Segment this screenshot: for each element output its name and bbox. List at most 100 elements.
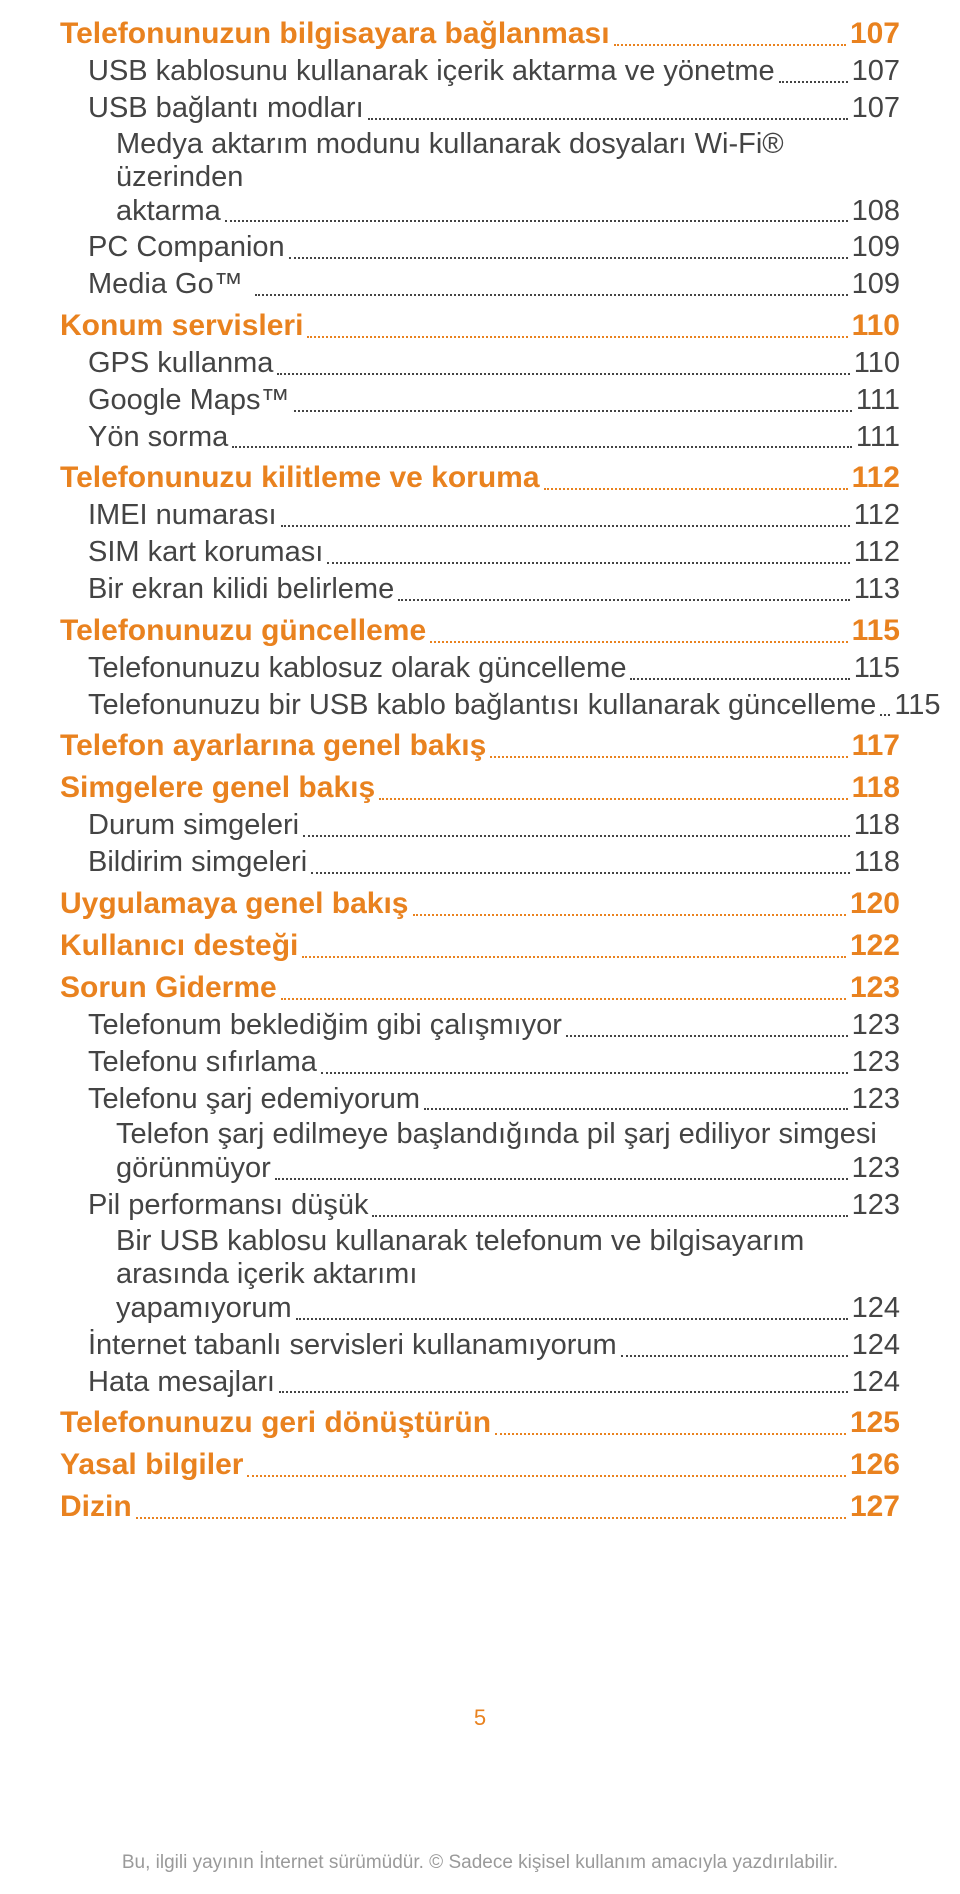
toc-entry-page: 123 <box>850 970 900 1006</box>
toc-entry-page: 115 <box>854 651 900 686</box>
toc-entry-label: Konum servisleri <box>60 308 303 344</box>
toc-sub-row: Telefonu şarj edemiyorum123 <box>60 1082 900 1117</box>
toc-entry-label: Bir ekran kilidi belirleme <box>88 572 394 607</box>
toc-sub-row: Yön sorma 111 <box>60 420 900 455</box>
toc-entry-page: 107 <box>852 54 900 89</box>
toc-entry-label: Simgelere genel bakış <box>60 770 375 806</box>
toc-leader-dots <box>379 798 847 800</box>
toc-leader-dots <box>279 1391 848 1393</box>
toc-entry-label-line2: görünmüyor123 <box>88 1151 900 1186</box>
toc-heading-row: Simgelere genel bakış118 <box>60 770 900 806</box>
toc-sub-row: Bir ekran kilidi belirleme113 <box>60 572 900 607</box>
toc-leader-dots <box>294 410 852 412</box>
toc-leader-dots <box>398 599 850 601</box>
toc-leader-dots <box>495 1433 846 1435</box>
toc-entry-label: Durum simgeleri <box>88 808 299 843</box>
toc-leader-dots <box>779 81 848 83</box>
toc-leader-dots <box>413 914 846 916</box>
toc-heading-row: Telefonunuzu geri dönüştürün125 <box>60 1405 900 1441</box>
toc-sub-row: Telefonu sıfırlama 123 <box>60 1045 900 1080</box>
toc-sub-row: USB bağlantı modları107 <box>60 91 900 126</box>
page-number: 5 <box>60 1705 900 1731</box>
toc-leader-dots <box>424 1108 848 1110</box>
toc-sub-row: Google Maps™111 <box>60 383 900 418</box>
toc-entry-label: Telefonunuzu kilitleme ve koruma <box>60 460 540 496</box>
toc-entry-page: 125 <box>850 1405 900 1441</box>
toc-entry-label-line1: Telefon şarj edilmeye başlandığında pil … <box>88 1118 900 1151</box>
table-of-contents: Telefonunuzun bilgisayara bağlanması107U… <box>60 0 900 1525</box>
toc-leader-dots <box>281 525 850 527</box>
toc-entry-label: Telefonum beklediğim gibi çalışmıyor <box>88 1008 562 1043</box>
toc-entry-page: 120 <box>850 886 900 922</box>
toc-leader-dots <box>614 44 846 46</box>
toc-entry-label: Telefonu şarj edemiyorum <box>88 1082 420 1117</box>
toc-sub-row: PC Companion109 <box>60 230 900 265</box>
toc-leader-dots <box>275 1178 848 1180</box>
toc-sub-row: Telefonunuzu bir USB kablo bağlantısı ku… <box>60 688 900 723</box>
toc-entry-label: İnternet tabanlı servisleri kullanamıyor… <box>88 1328 617 1363</box>
toc-entry-page: 111 <box>856 383 900 418</box>
toc-entry-page: 123 <box>852 1008 900 1043</box>
toc-heading-row: Konum servisleri110 <box>60 308 900 344</box>
toc-sub-row: Durum simgeleri 118 <box>60 808 900 843</box>
toc-leader-dots <box>296 1318 848 1320</box>
toc-leader-dots <box>321 1072 848 1074</box>
toc-sub-row: İnternet tabanlı servisleri kullanamıyor… <box>60 1328 900 1363</box>
toc-sub-row: USB kablosunu kullanarak içerik aktarma … <box>60 54 900 89</box>
toc-leader-dots <box>247 1475 846 1477</box>
toc-entry-page: 118 <box>854 845 900 880</box>
toc-entry-label: Telefon ayarlarına genel bakış <box>60 728 486 764</box>
toc-sub-row: Hata mesajları 124 <box>60 1365 900 1400</box>
toc-leader-dots <box>630 678 849 680</box>
toc-entry-label: Telefonunuzu güncelleme <box>60 613 426 649</box>
toc-entry-label-line1: Bir USB kablosu kullanarak telefonum ve … <box>88 1225 900 1291</box>
toc-sub-row: IMEI numarası 112 <box>60 498 900 533</box>
toc-entry-label: Kullanıcı desteği <box>60 928 298 964</box>
toc-entry-label: Telefonu sıfırlama <box>88 1045 317 1080</box>
toc-leader-dots <box>880 714 890 716</box>
toc-entry-label-line1: Medya aktarım modunu kullanarak dosyalar… <box>88 128 900 194</box>
toc-entry-page: 110 <box>854 346 900 381</box>
toc-heading-row: Telefonunuzun bilgisayara bağlanması107 <box>60 16 900 52</box>
toc-entry-label: IMEI numarası <box>88 498 277 533</box>
toc-leader-dots <box>302 956 846 958</box>
toc-entry-label: yapamıyorum <box>116 1291 292 1326</box>
toc-leader-dots <box>255 294 848 296</box>
toc-entry-page: 112 <box>852 460 900 496</box>
toc-entry-page: 117 <box>852 728 900 764</box>
toc-entry-page: 107 <box>850 16 900 52</box>
toc-entry-label: Yasal bilgiler <box>60 1447 243 1483</box>
toc-entry-label: Media Go™ <box>88 267 251 302</box>
toc-heading-row: Sorun Giderme 123 <box>60 970 900 1006</box>
toc-heading-row: Yasal bilgiler 126 <box>60 1447 900 1483</box>
toc-entry-label: Sorun Giderme <box>60 970 277 1006</box>
toc-entry-page: 124 <box>852 1291 900 1326</box>
toc-entry-wrapped: Medya aktarım modunu kullanarak dosyalar… <box>60 128 900 229</box>
toc-entry-page: 123 <box>852 1188 900 1223</box>
toc-entry-label: Telefonunuzu bir USB kablo bağlantısı ku… <box>88 688 876 723</box>
toc-entry-label: USB bağlantı modları <box>88 91 364 126</box>
toc-sub-row: Media Go™ 109 <box>60 267 900 302</box>
toc-leader-dots <box>307 336 847 338</box>
toc-entry-page: 123 <box>852 1045 900 1080</box>
toc-entry-page: 118 <box>854 808 900 843</box>
toc-entry-page: 124 <box>852 1365 900 1400</box>
toc-entry-page: 112 <box>854 535 900 570</box>
toc-entry-page: 112 <box>854 498 900 533</box>
toc-leader-dots <box>311 872 850 874</box>
footer-text: Bu, ilgili yayının İnternet sürümüdür. ©… <box>0 1852 960 1874</box>
toc-entry-label: USB kablosunu kullanarak içerik aktarma … <box>88 54 775 89</box>
toc-entry-label: Hata mesajları <box>88 1365 275 1400</box>
toc-sub-row: Telefonunuzu kablosuz olarak güncelleme1… <box>60 651 900 686</box>
toc-heading-row: Dizin127 <box>60 1489 900 1525</box>
toc-entry-label: Yön sorma <box>88 420 228 455</box>
toc-entry-label-line2: aktarma108 <box>88 194 900 229</box>
toc-leader-dots <box>289 257 848 259</box>
toc-entry-label-line2: yapamıyorum 124 <box>88 1291 900 1326</box>
toc-entry-page: 126 <box>850 1447 900 1483</box>
toc-leader-dots <box>490 756 847 758</box>
toc-leader-dots <box>544 488 848 490</box>
toc-entry-page: 122 <box>850 928 900 964</box>
toc-heading-row: Telefonunuzu güncelleme115 <box>60 613 900 649</box>
toc-entry-page: 111 <box>856 420 900 455</box>
